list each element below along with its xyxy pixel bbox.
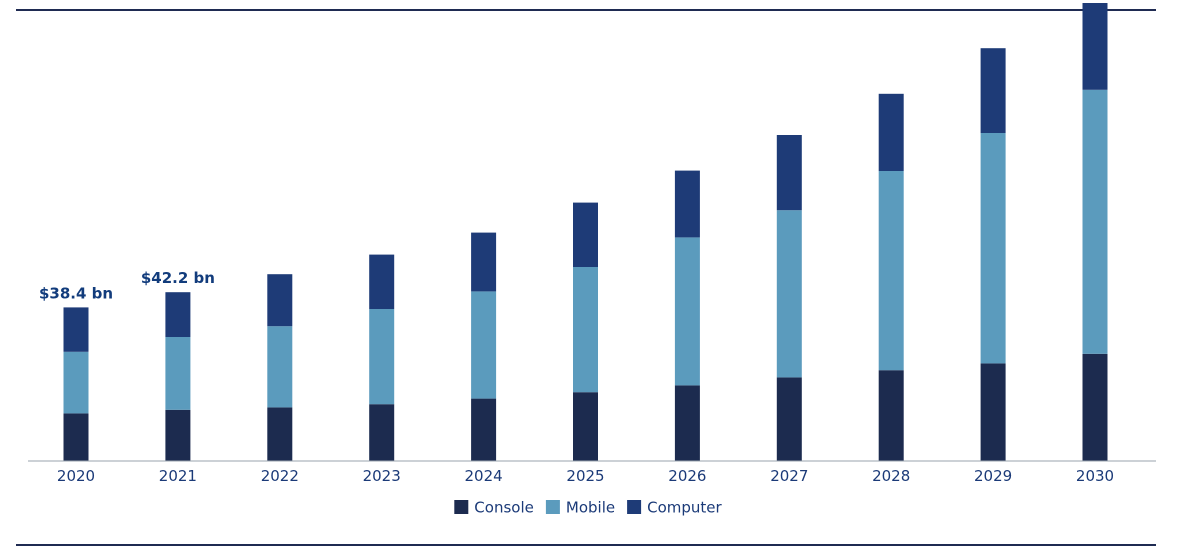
bar-segment-mobile-2030 — [1082, 89, 1108, 354]
bar-segment-mobile-2028 — [878, 171, 904, 371]
bar-segment-computer-2020 — [63, 307, 89, 352]
bar-segment-computer-2022 — [267, 274, 293, 327]
bar-segment-mobile-2027 — [776, 210, 802, 378]
x-tick-label-2027: 2027 — [770, 467, 808, 485]
bar-segment-console-2030 — [1082, 353, 1108, 461]
legend-swatch-console — [454, 500, 469, 514]
bar-segment-mobile-2020 — [63, 351, 89, 414]
bar-segment-mobile-2025 — [573, 267, 598, 393]
bar-segment-mobile-2026 — [674, 237, 700, 386]
bar-segment-mobile-2021 — [165, 337, 191, 410]
legend-swatch-computer — [627, 500, 642, 514]
bar-segment-computer-2030 — [1082, 3, 1108, 90]
bar-segment-console-2029 — [980, 363, 1006, 461]
bar-segment-computer-2028 — [878, 93, 904, 171]
x-tick-label-2029: 2029 — [974, 467, 1012, 485]
x-tick-label-2030: 2030 — [1076, 467, 1114, 485]
legend-label-console: Console — [474, 499, 534, 517]
bar-segment-mobile-2023 — [369, 309, 395, 405]
x-tick-labels: 2020 2021 2022 2023 2024 2025 2026 2027 2028 2029… — [57, 467, 1114, 485]
x-tick-label-2024: 2024 — [465, 467, 503, 485]
bar-segment-console-2028 — [878, 370, 904, 461]
legend: Console Mobile Computer — [454, 499, 723, 517]
bar-segment-console-2021 — [165, 409, 191, 461]
bar-segment-console-2024 — [471, 398, 497, 461]
bar-segment-mobile-2024 — [471, 291, 497, 399]
bar-segment-console-2025 — [573, 392, 598, 461]
bar-segment-computer-2023 — [369, 254, 395, 309]
x-tick-label-2023: 2023 — [363, 467, 401, 485]
legend-item-computer: Computer — [627, 499, 723, 517]
bar-segment-computer-2027 — [776, 135, 802, 211]
bar-segment-computer-2021 — [165, 292, 191, 337]
legend-item-mobile: Mobile — [545, 499, 615, 517]
bar-segment-console-2023 — [369, 404, 395, 461]
x-tick-label-2021: 2021 — [159, 467, 197, 485]
bar-segment-console-2022 — [267, 407, 293, 461]
data-labels: $38.4 bn $42.2 bn — [39, 269, 215, 302]
bars-layer — [63, 3, 1108, 461]
bar-segment-console-2027 — [776, 377, 802, 461]
bar-segment-mobile-2029 — [980, 133, 1006, 364]
x-tick-label-2022: 2022 — [261, 467, 299, 485]
x-tick-label-2026: 2026 — [668, 467, 706, 485]
bar-segment-console-2026 — [674, 385, 700, 461]
x-tick-label-2028: 2028 — [872, 467, 910, 485]
x-tick-label-2025: 2025 — [566, 467, 604, 485]
data-label-2020: $38.4 bn — [39, 284, 113, 302]
legend-item-console: Console — [454, 499, 534, 517]
data-label-2021: $42.2 bn — [141, 269, 215, 287]
bar-segment-computer-2025 — [573, 202, 598, 267]
legend-swatch-mobile — [545, 500, 560, 514]
bar-segment-console-2020 — [63, 413, 89, 461]
bar-segment-mobile-2022 — [267, 326, 293, 408]
bar-segment-computer-2026 — [674, 170, 700, 238]
legend-label-mobile: Mobile — [566, 499, 615, 517]
bar-segment-computer-2029 — [980, 48, 1006, 134]
x-tick-label-2020: 2020 — [57, 467, 95, 485]
legend-label-computer: Computer — [647, 499, 722, 517]
bar-segment-computer-2024 — [471, 232, 497, 292]
